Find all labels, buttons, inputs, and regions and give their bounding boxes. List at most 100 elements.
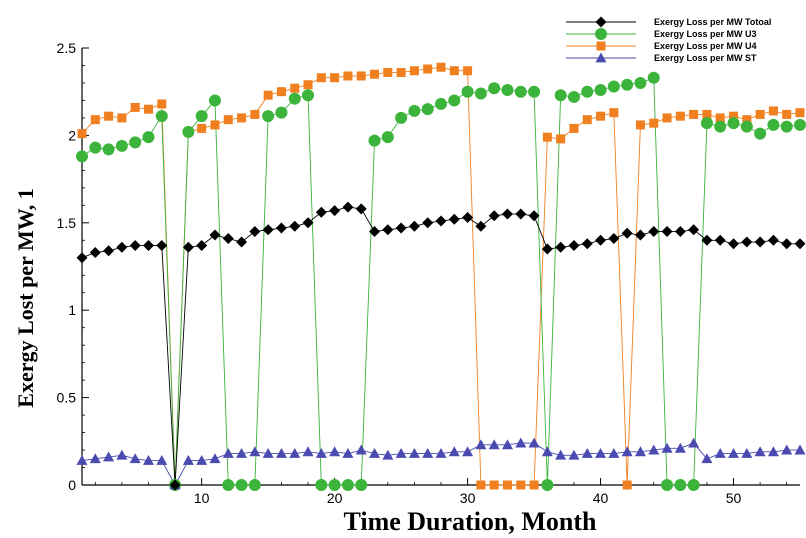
data-point-2 — [569, 123, 579, 133]
data-point-0 — [781, 238, 793, 250]
data-point-1 — [541, 479, 554, 491]
data-point-0 — [209, 229, 221, 241]
legend-marker — [596, 41, 606, 51]
data-point-3 — [129, 453, 141, 464]
data-point-2 — [635, 120, 645, 130]
data-point-1 — [102, 143, 115, 156]
data-point-2 — [795, 108, 805, 118]
data-point-1 — [740, 120, 753, 133]
data-point-2 — [675, 111, 685, 121]
data-point-0 — [608, 233, 620, 245]
data-point-2 — [742, 115, 752, 125]
data-point-0 — [555, 241, 567, 253]
data-point-2 — [596, 111, 606, 121]
data-point-2 — [343, 71, 353, 81]
data-point-3 — [462, 446, 474, 457]
data-point-3 — [275, 448, 287, 458]
data-point-1 — [727, 117, 740, 130]
data-point-1 — [115, 139, 128, 152]
data-point-2 — [104, 111, 114, 121]
data-point-0 — [156, 240, 168, 252]
data-point-0 — [369, 226, 381, 238]
data-point-2 — [409, 66, 419, 76]
x-tick-label: 30 — [460, 490, 476, 506]
data-point-1 — [262, 110, 275, 123]
data-point-3 — [249, 446, 261, 457]
data-point-3 — [182, 455, 194, 465]
data-point-1 — [142, 131, 155, 144]
data-point-1 — [302, 89, 315, 102]
data-point-3 — [701, 453, 713, 464]
data-point-1 — [341, 479, 354, 491]
data-point-2 — [316, 73, 326, 83]
data-point-3 — [688, 437, 700, 448]
data-point-1 — [634, 76, 647, 89]
data-point-0 — [674, 226, 686, 238]
data-point-3 — [475, 439, 487, 450]
data-point-1 — [155, 110, 168, 123]
y-tick-label: 1.5 — [57, 215, 77, 231]
data-point-1 — [195, 110, 208, 123]
data-point-1 — [607, 80, 620, 93]
data-point-2 — [449, 66, 459, 76]
data-point-0 — [329, 205, 341, 217]
data-point-0 — [236, 236, 248, 248]
data-point-1 — [448, 94, 461, 107]
data-point-1 — [328, 479, 341, 491]
data-point-2 — [130, 102, 140, 112]
data-point-2 — [489, 480, 499, 490]
data-point-1 — [754, 127, 767, 140]
data-point-2 — [303, 80, 313, 90]
data-point-1 — [674, 479, 687, 491]
data-point-0 — [129, 240, 141, 252]
data-point-1 — [661, 479, 674, 491]
data-point-1 — [514, 85, 527, 98]
data-point-1 — [488, 82, 501, 95]
data-point-1 — [621, 78, 634, 91]
data-point-0 — [581, 238, 593, 250]
data-point-3 — [501, 439, 513, 450]
data-point-3 — [555, 449, 567, 460]
data-point-3 — [568, 449, 580, 460]
y-tick-label: 0.5 — [57, 390, 77, 406]
data-point-3 — [528, 437, 540, 448]
data-point-2 — [622, 480, 632, 490]
x-tick-label: 40 — [593, 490, 609, 506]
data-point-3 — [648, 444, 660, 455]
data-point-0 — [648, 226, 660, 238]
x-axis-title: Time Duration, Month — [343, 507, 597, 536]
data-point-0 — [767, 234, 779, 246]
data-point-3 — [156, 455, 168, 465]
data-point-1 — [222, 479, 235, 491]
data-point-3 — [209, 453, 221, 464]
data-point-0 — [116, 241, 128, 253]
data-point-0 — [275, 222, 287, 234]
y-tick-label: 1 — [68, 302, 76, 318]
data-point-0 — [302, 217, 314, 229]
data-point-3 — [329, 446, 341, 457]
data-point-1 — [700, 117, 713, 130]
data-point-3 — [262, 448, 274, 458]
data-point-0 — [222, 233, 234, 245]
legend-marker — [595, 16, 607, 28]
data-point-0 — [395, 222, 407, 234]
data-point-0 — [634, 229, 646, 241]
data-point-2 — [117, 113, 127, 123]
data-point-0 — [728, 238, 740, 250]
data-point-1 — [435, 97, 447, 110]
data-point-0 — [355, 203, 367, 215]
data-point-1 — [474, 87, 487, 100]
data-point-1 — [528, 85, 541, 98]
data-point-3 — [103, 451, 115, 462]
data-point-1 — [421, 103, 434, 116]
data-point-2 — [90, 115, 100, 125]
data-point-3 — [448, 446, 460, 457]
data-point-2 — [702, 109, 712, 119]
data-point-0 — [688, 224, 700, 236]
y-tick-label: 2 — [68, 127, 76, 143]
data-point-3 — [515, 437, 527, 448]
data-point-3 — [741, 448, 753, 458]
data-point-2 — [436, 62, 446, 72]
data-point-2 — [263, 90, 273, 100]
data-point-0 — [754, 236, 766, 248]
